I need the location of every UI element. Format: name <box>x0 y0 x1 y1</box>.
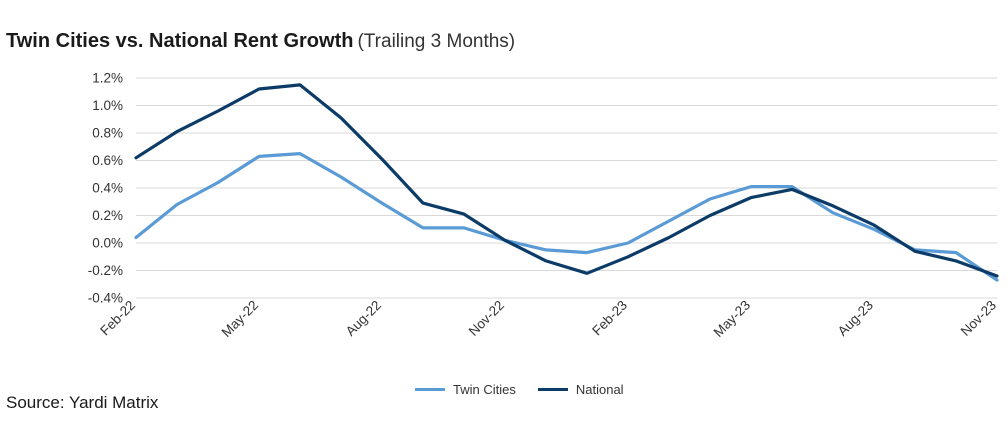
chart-title: Twin Cities vs. National Rent Growth (Tra… <box>6 30 515 53</box>
legend-swatch <box>537 388 568 391</box>
x-tick-label: Aug-23 <box>835 298 876 339</box>
legend-item-twin-cities: Twin Cities <box>415 382 516 397</box>
y-tick-label: 1.0% <box>92 98 123 113</box>
y-tick-label: 0.2% <box>92 208 123 223</box>
x-tick-label: May-23 <box>711 298 753 340</box>
legend-swatch <box>415 388 445 391</box>
chart-title-main: Twin Cities vs. National Rent Growth <box>6 30 354 52</box>
y-tick-label: 0.0% <box>92 236 123 251</box>
series-line-national <box>134 83 999 278</box>
x-tick-label: Aug-22 <box>343 298 384 339</box>
chart-legend: Twin Cities National <box>415 382 646 397</box>
y-tick-label: -0.4% <box>88 291 123 306</box>
y-tick-label: 0.8% <box>92 126 123 141</box>
x-tick-label: Feb-23 <box>589 298 630 339</box>
x-tick-label: Nov-22 <box>466 298 507 339</box>
series-line-twin-cities <box>134 152 999 282</box>
legend-item-national: National <box>537 382 624 397</box>
source-note: Source: Yardi Matrix <box>6 393 159 412</box>
x-tick-label: Nov-23 <box>958 298 999 339</box>
legend-label: Twin Cities <box>453 382 516 397</box>
chart-title-sub: (Trailing 3 Months) <box>357 31 516 52</box>
y-tick-label: 1.2% <box>92 71 123 86</box>
x-tick-label: May-22 <box>219 298 261 340</box>
y-tick-label: 0.4% <box>92 181 123 196</box>
y-tick-label: -0.2% <box>88 263 123 278</box>
legend-label: National <box>575 382 624 397</box>
y-tick-label: 0.6% <box>92 153 123 168</box>
line-chart: -0.4% -0.2% 0.0% 0.2% 0.4% 0.6% 0.8% 1.0% 1.2% Fe… <box>88 71 999 340</box>
